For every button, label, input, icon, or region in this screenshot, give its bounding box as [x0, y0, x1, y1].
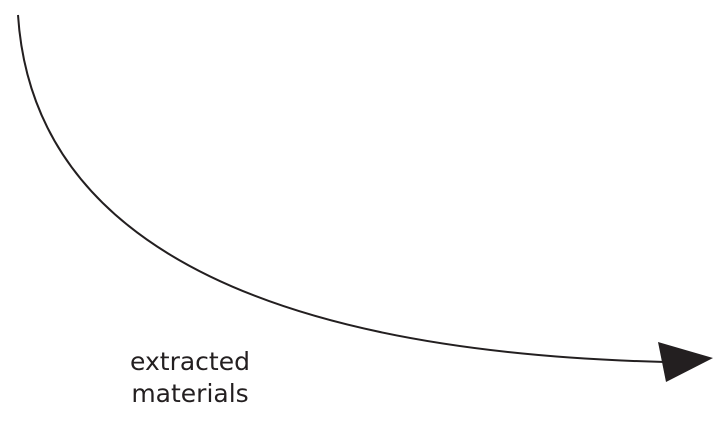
curve-label-line-1: extracted — [130, 347, 250, 376]
flow-curve-arrow-line — [17, 14, 666, 363]
curve-label-line-2: materials — [131, 379, 249, 408]
arrowhead-icon — [658, 342, 713, 382]
curve-label: extracted materials — [100, 346, 280, 410]
